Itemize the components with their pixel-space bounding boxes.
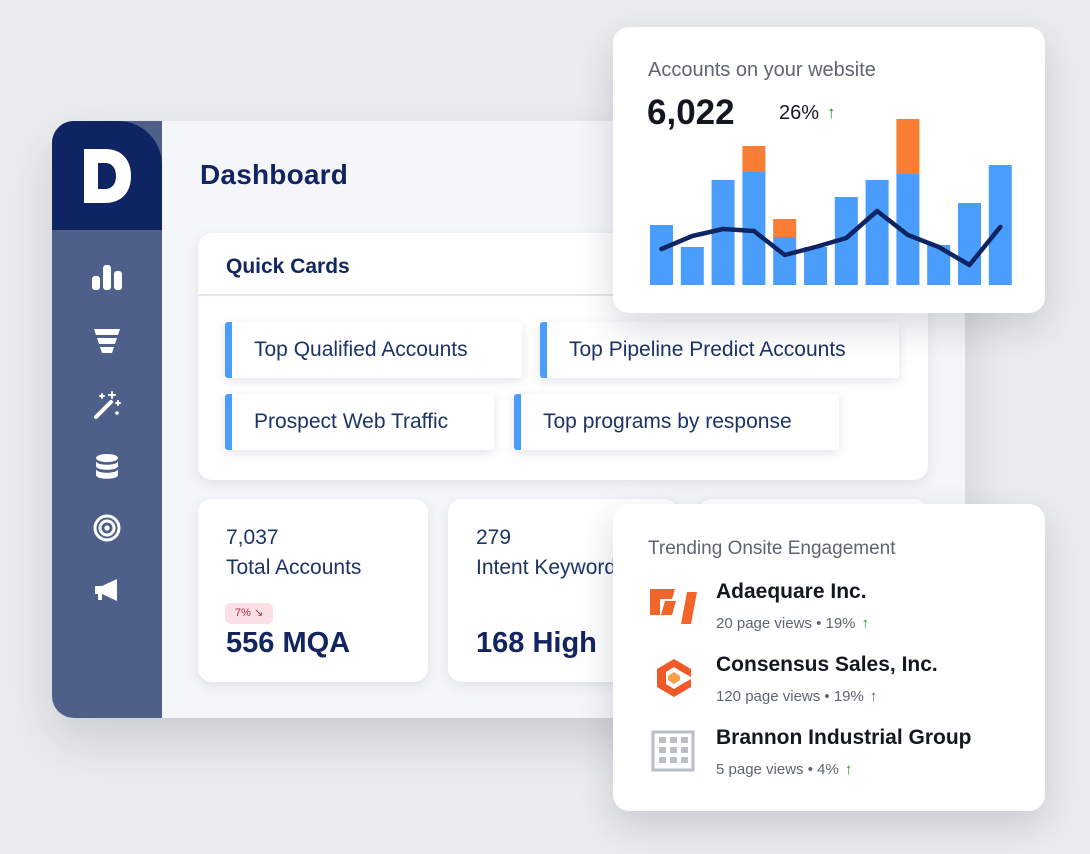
chart-bar: [958, 203, 981, 285]
chart-bar: [896, 174, 920, 285]
quick-card-prospect-web-traffic[interactable]: Prospect Web Traffic: [225, 394, 494, 450]
stat-number: 279: [476, 526, 512, 549]
accounts-count: 6,022: [647, 93, 735, 132]
sidebar: [52, 121, 162, 718]
card-title: Accounts on your website: [648, 59, 876, 81]
accounts-chart: [650, 119, 1012, 285]
trending-engagement-card: Trending Onsite Engagement Adaequare Inc…: [613, 504, 1045, 811]
company-name: Adaequare Inc.: [716, 580, 867, 603]
quick-card-top-programs-by-response[interactable]: Top programs by response: [514, 394, 839, 450]
company-name: Consensus Sales, Inc.: [716, 653, 938, 676]
up-arrow-icon: ↑: [844, 761, 853, 778]
chart-bar: [742, 172, 766, 285]
funnel-icon[interactable]: [90, 324, 124, 358]
up-arrow-icon: ↑: [861, 615, 870, 632]
quick-cards-title: Quick Cards: [198, 233, 928, 296]
accounts-on-website-card[interactable]: Accounts on your website 6,022 26% ↑: [613, 27, 1045, 313]
chart-bar: [834, 197, 858, 285]
chart-bar: [680, 247, 704, 285]
chart-bar: [804, 247, 827, 285]
trending-item[interactable]: Consensus Sales, Inc. 120 page views • 1…: [613, 653, 1045, 717]
chart-bar: [773, 237, 797, 285]
engagement-meta: 5 page views • 4% ↑: [716, 761, 853, 778]
trending-item[interactable]: Adaequare Inc. 20 page views • 19% ↑: [613, 580, 1045, 644]
magic-wand-icon[interactable]: [90, 388, 124, 422]
stat-value: 556 MQA: [226, 627, 351, 659]
quick-card-top-pipeline-predict-accounts[interactable]: Top Pipeline Predict Accounts: [540, 322, 899, 378]
adaequare-logo-icon: [649, 580, 699, 630]
stat-label: Intent Keywords: [476, 556, 627, 579]
chart-bar: [650, 225, 673, 285]
stat-card-total-accounts[interactable]: 7,037 Total Accounts 7% ↘ 556 MQA: [198, 499, 428, 682]
card-title: Trending Onsite Engagement: [648, 538, 896, 559]
chart-bar: [865, 180, 889, 285]
stat-label: Total Accounts: [226, 556, 362, 579]
target-icon[interactable]: [90, 511, 124, 545]
d-logo-icon: [84, 148, 131, 203]
building-icon: [649, 726, 699, 776]
chart-bar-stack: [773, 219, 797, 237]
engagement-meta: 20 page views • 19% ↑: [716, 615, 870, 632]
stat-number: 7,037: [226, 526, 279, 549]
bar-chart-icon[interactable]: [90, 260, 124, 294]
trend-badge: 7% ↘: [225, 603, 274, 624]
chart-bar: [927, 245, 951, 285]
change-percent: 26%: [779, 102, 820, 124]
company-name: Brannon Industrial Group: [716, 726, 972, 749]
up-arrow-icon: ↑: [827, 103, 836, 122]
engagement-meta: 120 page views • 19% ↑: [716, 688, 878, 705]
brand-logo[interactable]: [52, 121, 162, 230]
up-arrow-icon: ↑: [869, 688, 878, 705]
chart-trend-line: [659, 208, 1003, 268]
quick-card-top-qualified-accounts[interactable]: Top Qualified Accounts: [225, 322, 522, 378]
trending-item[interactable]: Brannon Industrial Group 5 page views • …: [613, 726, 1045, 790]
chart-bar-stack: [896, 119, 920, 174]
consensus-logo-icon: [649, 653, 699, 703]
page-title: Dashboard: [200, 159, 349, 190]
database-icon[interactable]: [90, 450, 124, 484]
chart-bar-stack: [742, 146, 766, 172]
chart-bar: [711, 180, 735, 285]
stat-value: 168 High: [476, 627, 597, 659]
megaphone-icon[interactable]: [90, 573, 124, 607]
